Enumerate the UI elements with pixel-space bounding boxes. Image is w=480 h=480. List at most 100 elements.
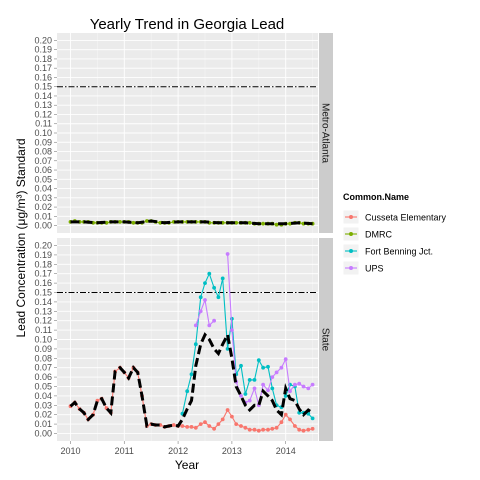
legend-label: DMRC	[365, 230, 392, 240]
data-point	[270, 375, 275, 379]
data-point	[293, 424, 297, 428]
data-point	[198, 295, 203, 300]
y-tick-label: 0.16	[34, 72, 52, 82]
y-tick-label: 0.20	[34, 35, 52, 45]
data-point	[239, 394, 243, 398]
y-tick-label: 0.09	[34, 344, 52, 354]
data-point	[212, 426, 217, 431]
series-fort-benning-jct	[180, 271, 315, 421]
x-axis: 2010 2011 2012 2013 2014	[60, 441, 296, 456]
mean-trend-line	[69, 330, 314, 429]
data-point	[288, 221, 292, 226]
data-point	[198, 422, 203, 426]
data-point	[207, 424, 212, 428]
y-tick-label: 0.06	[34, 372, 52, 382]
y-tick-label: 0.19	[34, 45, 52, 55]
data-point	[301, 384, 306, 389]
y-tick-label: 0.00	[34, 428, 52, 438]
data-point	[185, 389, 190, 394]
y-tick-label: 0.02	[34, 410, 52, 420]
data-point	[261, 382, 265, 387]
x-tick-label: 2014	[276, 446, 296, 456]
data-point	[261, 427, 265, 432]
data-point	[274, 370, 279, 375]
y-tick-label: 0.05	[34, 174, 52, 184]
y-tick-label: 0.15	[34, 82, 52, 92]
data-point	[198, 309, 203, 314]
data-point	[310, 416, 315, 421]
y-tick-label: 0.04	[34, 391, 52, 401]
data-point	[131, 220, 136, 225]
legend-entry: UPS	[342, 260, 384, 276]
y-tick-label: 0.16	[34, 278, 52, 288]
data-point	[203, 298, 207, 302]
data-point	[180, 424, 185, 428]
data-point	[239, 363, 243, 368]
data-point	[239, 424, 243, 428]
data-point	[252, 378, 257, 382]
facet-strip-label: Metro-Atlanta	[320, 103, 331, 163]
y-tick-label: 0.15	[34, 288, 52, 298]
y-tick-label: 0.11	[35, 119, 52, 129]
data-point	[306, 427, 311, 432]
facet-panels: 0.000.010.020.030.040.050.060.070.080.09…	[34, 33, 333, 441]
data-point	[193, 425, 198, 430]
data-point	[261, 221, 265, 226]
facet-panel: 0.000.010.020.030.040.050.060.070.080.09…	[34, 33, 333, 233]
x-tick-label: 2011	[115, 446, 134, 456]
data-point	[301, 428, 306, 433]
y-tick-label: 0.09	[34, 137, 52, 147]
y-tick-label: 0.13	[34, 306, 52, 316]
data-point	[185, 425, 190, 429]
data-point	[230, 316, 234, 321]
data-point	[220, 417, 225, 422]
y-tick-label: 0.18	[34, 54, 52, 64]
chart-title: Yearly Trend in Georgia Lead	[90, 16, 285, 33]
data-point	[297, 381, 302, 386]
data-point	[310, 382, 315, 387]
x-tick-label: 2010	[60, 446, 80, 456]
data-point	[234, 220, 239, 225]
y-tick-label: 0.08	[34, 147, 52, 157]
data-point	[266, 427, 270, 432]
y-tick-label: 0.07	[34, 156, 52, 166]
y-tick-label: 0.10	[34, 128, 52, 138]
mean-trend-line	[70, 219, 313, 226]
legend-title: Common.Name	[343, 192, 409, 202]
data-point	[212, 318, 217, 323]
data-point	[274, 222, 279, 227]
y-tick-label: 0.17	[34, 269, 52, 279]
data-point	[145, 219, 149, 223]
y-tick-label: 0.06	[34, 165, 52, 175]
y-tick-label: 0.01	[34, 211, 52, 221]
data-point	[193, 323, 198, 328]
data-point	[207, 323, 212, 328]
data-point	[270, 426, 275, 431]
data-point	[266, 364, 270, 369]
x-tick-label: 2012	[168, 446, 188, 456]
y-tick-label: 0.12	[34, 316, 52, 326]
data-point	[293, 382, 297, 387]
data-point	[203, 281, 207, 285]
y-tick-label: 0.08	[34, 353, 52, 363]
facet-strip	[319, 33, 333, 233]
y-tick-label: 0.14	[34, 297, 52, 307]
data-point	[189, 425, 194, 429]
data-point	[118, 220, 122, 224]
y-tick-label: 0.19	[34, 250, 52, 260]
y-tick-label: 0.04	[34, 184, 52, 194]
data-point	[288, 417, 292, 422]
data-point	[266, 388, 270, 393]
legend-entry: DMRC	[342, 226, 392, 242]
facet-strip	[319, 238, 333, 441]
y-tick-label: 0.03	[34, 400, 52, 410]
legend-key-point	[349, 249, 353, 253]
legend-key-point	[349, 266, 353, 270]
facet-panel: 0.000.010.020.030.040.050.060.070.080.09…	[34, 238, 333, 441]
data-point	[216, 295, 221, 300]
y-tick-label: 0.01	[34, 419, 52, 429]
data-point	[279, 420, 284, 425]
data-point	[247, 427, 252, 432]
